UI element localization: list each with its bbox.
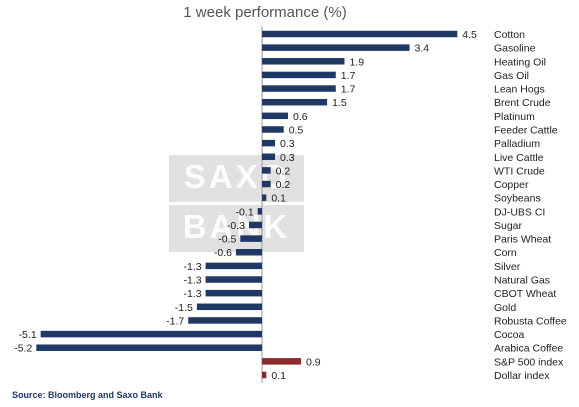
watermark-text-bottom: BANK xyxy=(182,208,291,245)
data-label: -0.1 xyxy=(236,206,254,218)
watermark-box-bottom xyxy=(169,205,304,252)
category-label: Paris Wheat xyxy=(494,234,551,246)
category-label: Natural Gas xyxy=(494,275,550,287)
category-label: Platinum xyxy=(494,111,535,123)
category-label: Sugar xyxy=(494,220,523,232)
bar xyxy=(262,153,276,161)
data-label: 1.9 xyxy=(349,56,364,68)
bar xyxy=(262,194,267,201)
bar xyxy=(40,330,262,338)
category-label: Palladium xyxy=(494,138,540,150)
bar xyxy=(235,248,262,256)
category-label: Corn xyxy=(494,247,517,259)
bar xyxy=(262,112,289,120)
bar xyxy=(262,98,328,106)
data-label: -5.1 xyxy=(19,329,37,341)
data-label: 1.7 xyxy=(341,70,356,82)
bar xyxy=(262,371,267,379)
chart-title: 1 week performance (%) xyxy=(183,4,347,21)
bar xyxy=(262,71,336,79)
data-label: 0.2 xyxy=(276,179,291,191)
data-label: 0.1 xyxy=(271,370,286,382)
category-label: Copper xyxy=(494,179,529,191)
data-label: -0.6 xyxy=(214,247,232,259)
bar xyxy=(205,276,262,283)
bar xyxy=(257,208,262,215)
bar xyxy=(205,289,262,297)
bar xyxy=(188,317,262,324)
category-label: Robusta Coffee xyxy=(494,315,567,327)
bar xyxy=(240,235,262,242)
data-label: 3.4 xyxy=(415,43,430,55)
bar xyxy=(262,139,276,147)
category-label: S&P 500 index xyxy=(494,356,564,368)
watermark-text-top: SAXO xyxy=(183,158,290,195)
bar xyxy=(262,167,271,174)
data-label: 0.6 xyxy=(293,111,308,123)
category-label: Gold xyxy=(494,302,516,314)
category-label: Cotton xyxy=(494,29,525,41)
category-label: Gasoline xyxy=(494,43,536,55)
category-label: Live Cattle xyxy=(494,152,544,164)
data-label: -0.5 xyxy=(218,234,236,246)
category-label: Brent Crude xyxy=(494,97,551,109)
data-label: -1.7 xyxy=(166,315,184,327)
bar xyxy=(36,344,262,351)
category-label: DJ-UBS CI xyxy=(494,206,545,218)
bar xyxy=(196,303,262,311)
data-label: 0.1 xyxy=(271,193,286,205)
data-label: 1.7 xyxy=(341,84,356,96)
data-label: 0.3 xyxy=(280,152,295,164)
category-label: Silver xyxy=(494,261,521,273)
category-label: Dollar index xyxy=(494,370,550,382)
data-label: -1.3 xyxy=(183,261,201,273)
bar xyxy=(262,180,271,188)
data-label: -1.5 xyxy=(175,302,193,314)
bar xyxy=(262,126,284,133)
category-label: Arabica Coffee xyxy=(494,343,563,355)
bar xyxy=(262,44,410,51)
category-label: Heating Oil xyxy=(494,56,546,68)
category-label: Lean Hogs xyxy=(494,84,545,96)
data-label: 1.5 xyxy=(332,97,347,109)
watermark-box-top xyxy=(169,155,304,202)
category-label: Soybeans xyxy=(494,193,541,205)
bar xyxy=(262,58,345,65)
bar xyxy=(262,30,458,38)
data-label: 0.3 xyxy=(280,138,295,150)
source-note: Source: Bloomberg and Saxo Bank xyxy=(12,390,163,400)
category-label: WTI Crude xyxy=(494,165,545,177)
category-label: CBOT Wheat xyxy=(494,288,556,300)
data-label: 0.9 xyxy=(306,356,321,368)
bar xyxy=(262,358,302,365)
bar xyxy=(205,262,262,270)
data-label: -5.2 xyxy=(14,343,32,355)
bar xyxy=(248,221,262,229)
bar xyxy=(262,85,336,92)
data-label: 4.5 xyxy=(462,29,477,41)
data-label: -1.3 xyxy=(183,275,201,287)
data-label: 0.2 xyxy=(276,165,291,177)
category-label: Feeder Cattle xyxy=(494,124,558,136)
data-label: -0.3 xyxy=(227,220,245,232)
category-label: Gas Oil xyxy=(494,70,529,82)
data-label: 0.5 xyxy=(289,124,304,136)
category-label: Cocoa xyxy=(494,329,525,341)
data-label: -1.3 xyxy=(183,288,201,300)
